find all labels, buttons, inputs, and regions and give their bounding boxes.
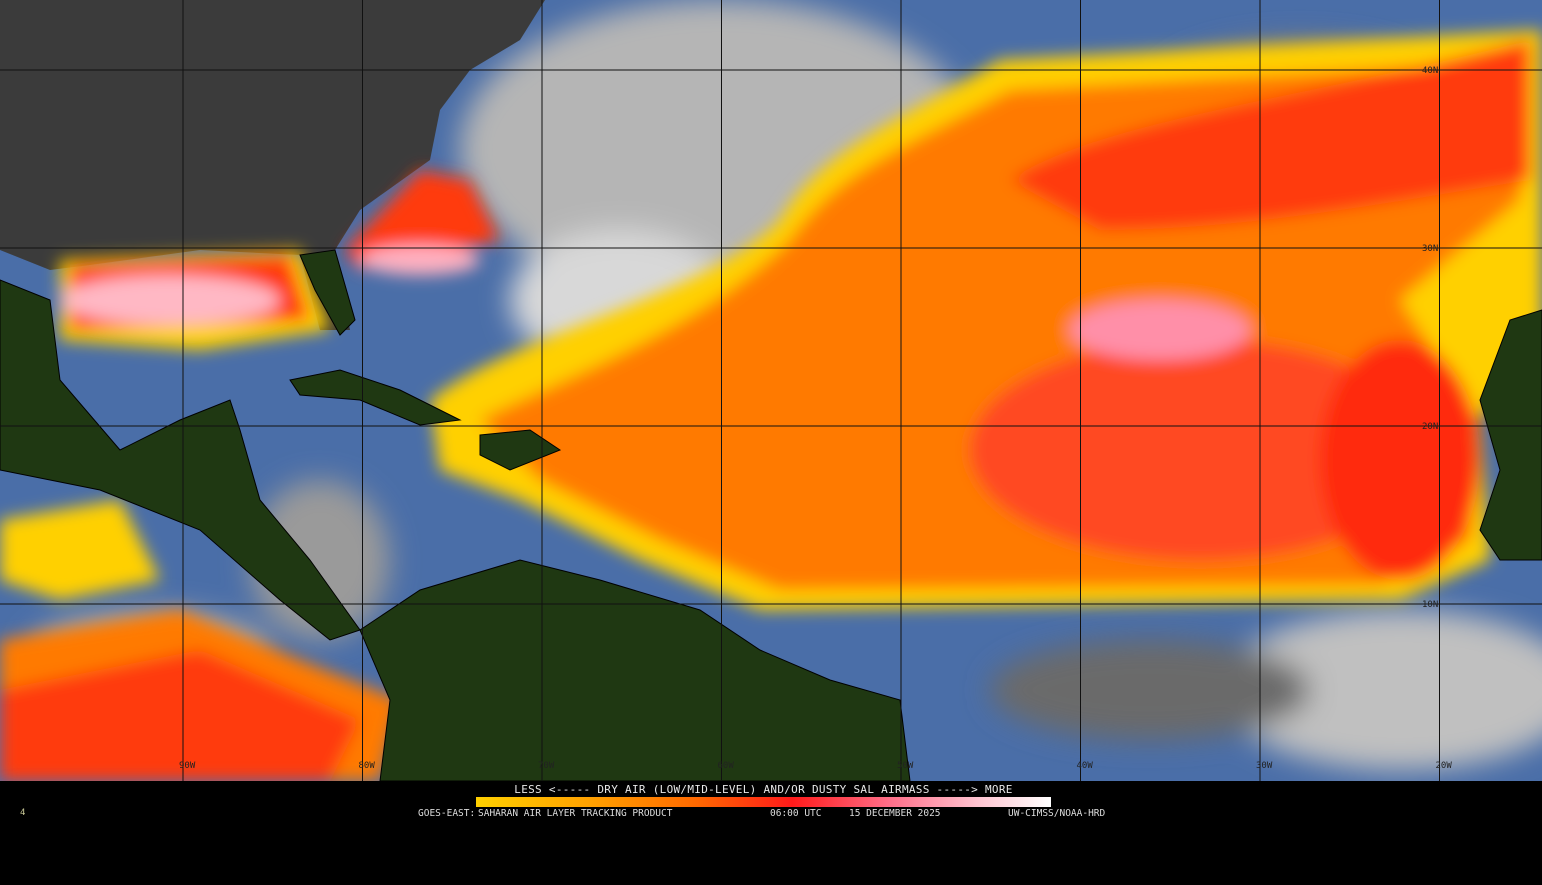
longitude-label: 80W (359, 761, 376, 771)
legend-caption: LESS <----- DRY AIR (LOW/MID-LEVEL) AND/… (514, 783, 1013, 796)
lat-lon-grid: 90W 80W 70W 60W 50W 40W 30W 20W 40N 30N 20N 10N (0, 0, 1542, 781)
sal-layer (0, 30, 1542, 781)
land-layer (0, 249, 1542, 781)
latitude-label: 30N (1422, 244, 1438, 254)
longitude-label: 70W (538, 761, 555, 771)
latitude-label: 20N (1422, 422, 1438, 432)
color-scale-bar (476, 797, 1051, 807)
product-credit: UW-CIMSS/NOAA-HRD (1008, 808, 1106, 819)
mexico-central-america (0, 279, 361, 641)
satellite-map: 90W 80W 70W 60W 50W 40W 30W 20W 40N 30N 20N 10N (0, 0, 1542, 781)
product-info-line: GOES-EAST: SAHARAN AIR LAYER TRACKING PR… (0, 808, 1542, 820)
latitude-label: 40N (1422, 66, 1438, 76)
latitude-label: 10N (1422, 600, 1438, 610)
longitude-label: 20W (1436, 761, 1453, 771)
longitude-label: 30W (1256, 761, 1273, 771)
south-america (359, 559, 911, 781)
florida (299, 249, 356, 336)
product-date: 15 DECEMBER 2025 (849, 808, 941, 819)
corner-mark: 4 (20, 808, 26, 818)
product-time: 06:00 UTC (770, 808, 822, 819)
product-footer: LESS <----- DRY AIR (LOW/MID-LEVEL) AND/… (0, 781, 1542, 820)
longitude-label: 50W (897, 761, 914, 771)
satellite-name: GOES-EAST: (418, 808, 476, 819)
longitude-label: 60W (718, 761, 735, 771)
product-title: SAHARAN AIR LAYER TRACKING PRODUCT (478, 808, 673, 819)
hispaniola (479, 429, 562, 471)
africa (1479, 309, 1542, 561)
longitude-label: 40W (1077, 761, 1094, 771)
longitude-label: 90W (179, 761, 196, 771)
cuba (289, 369, 462, 426)
